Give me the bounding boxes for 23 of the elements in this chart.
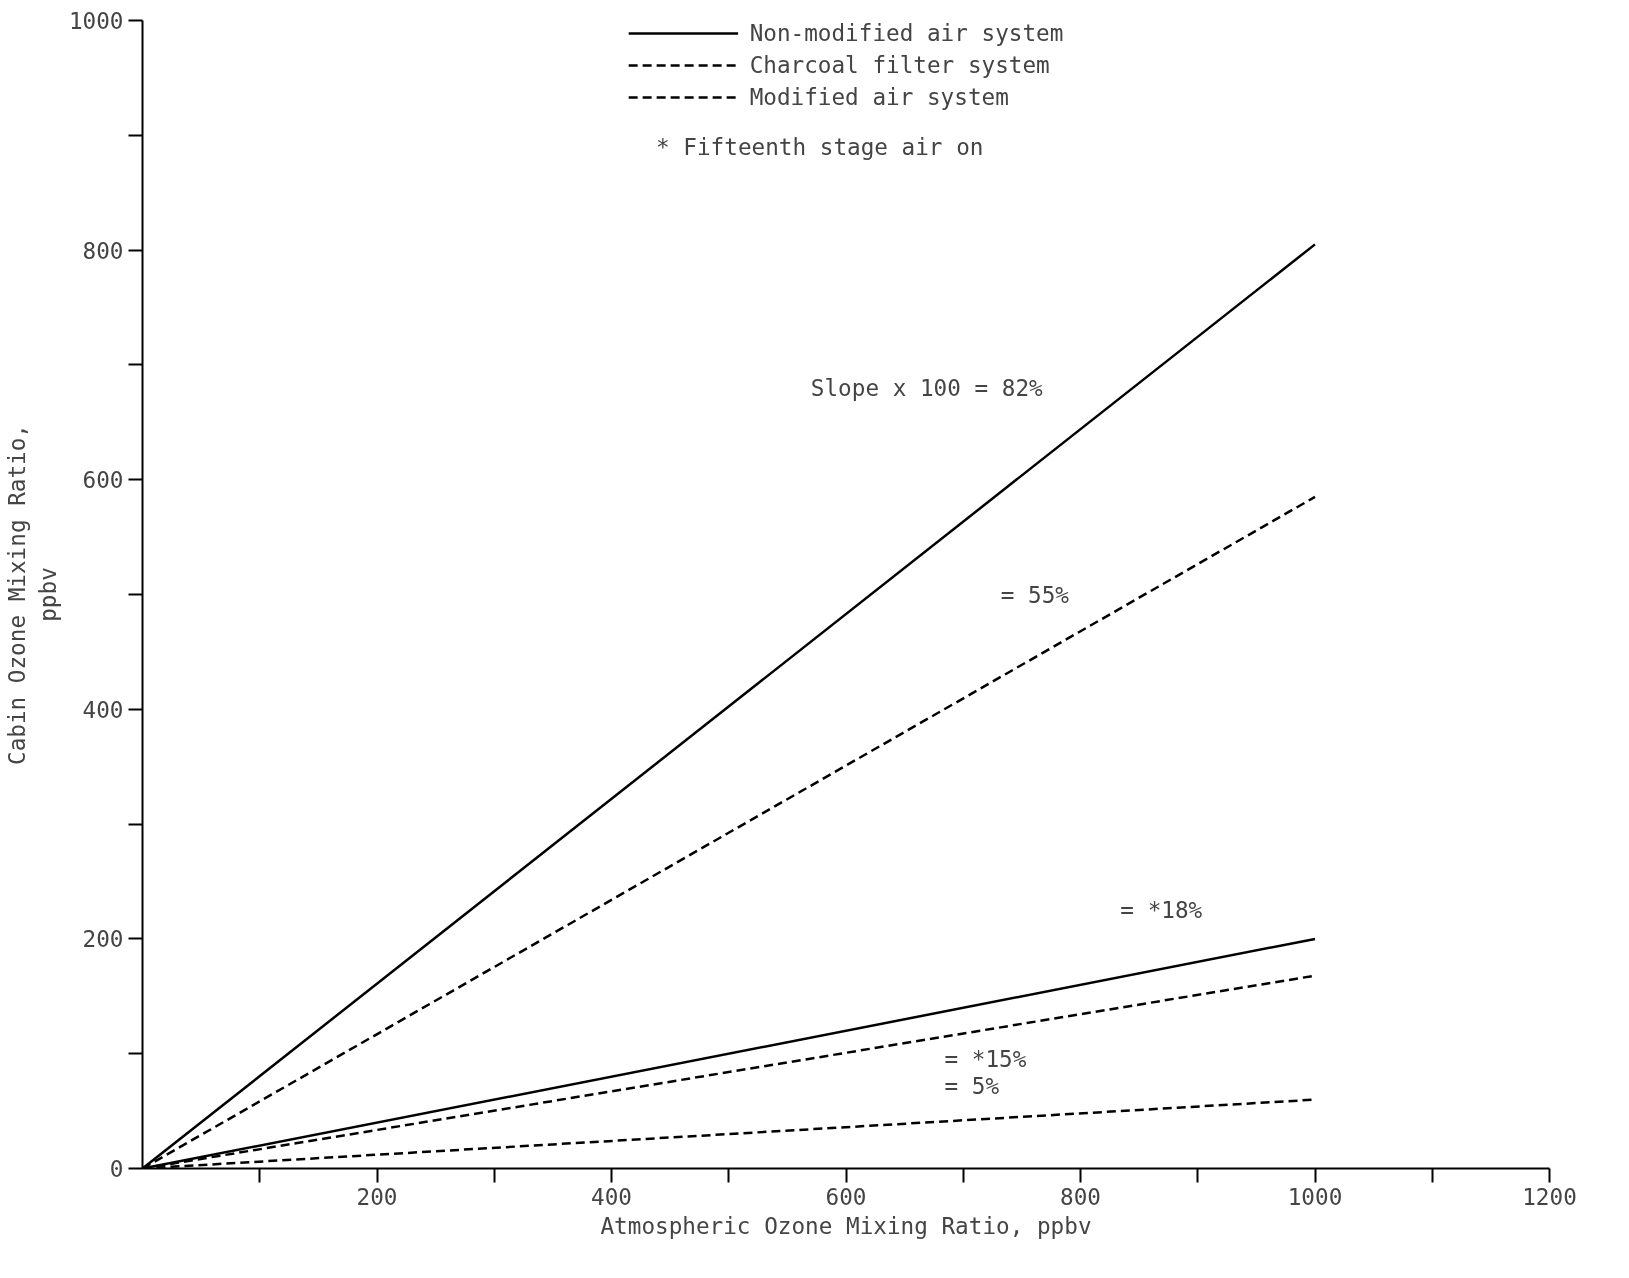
y-tick-label: 200 <box>82 926 124 953</box>
y-tick-label: 400 <box>82 696 124 723</box>
annotation: * Fifteenth stage air on <box>656 133 984 160</box>
annotation: = *15% <box>944 1046 1027 1073</box>
x-axis-title: Atmospheric Ozone Mixing Ratio, ppbv <box>600 1212 1092 1239</box>
x-tick-label: 800 <box>1060 1183 1101 1210</box>
y-tick-label: 600 <box>82 467 124 494</box>
x-tick-label: 1000 <box>1287 1183 1343 1210</box>
x-tick-label: 200 <box>356 1183 398 1210</box>
annotation: Slope x 100 = 82% <box>810 374 1044 401</box>
annotation: = 55% <box>1000 581 1070 608</box>
annotation: = 5% <box>944 1072 1000 1099</box>
x-tick-label: 1200 <box>1522 1183 1577 1210</box>
legend-label: Charcoal filter system <box>749 52 1050 78</box>
y-tick-label: 1000 <box>68 8 124 34</box>
y-tick-label: 800 <box>82 237 124 264</box>
annotation: = *18% <box>1120 897 1203 924</box>
x-tick-label: 400 <box>591 1183 632 1210</box>
y-axis-title: Cabin Ozone Mixing Ratio, ppbv <box>3 423 61 765</box>
y-tick-label: 0 <box>109 1156 124 1182</box>
legend-label: Modified air system <box>749 84 1009 110</box>
x-tick-label: 600 <box>825 1183 867 1210</box>
legend-label: Non-modified air system <box>749 20 1064 46</box>
